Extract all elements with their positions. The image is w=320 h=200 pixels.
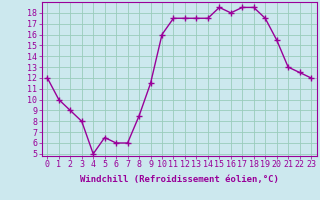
X-axis label: Windchill (Refroidissement éolien,°C): Windchill (Refroidissement éolien,°C) [80, 175, 279, 184]
